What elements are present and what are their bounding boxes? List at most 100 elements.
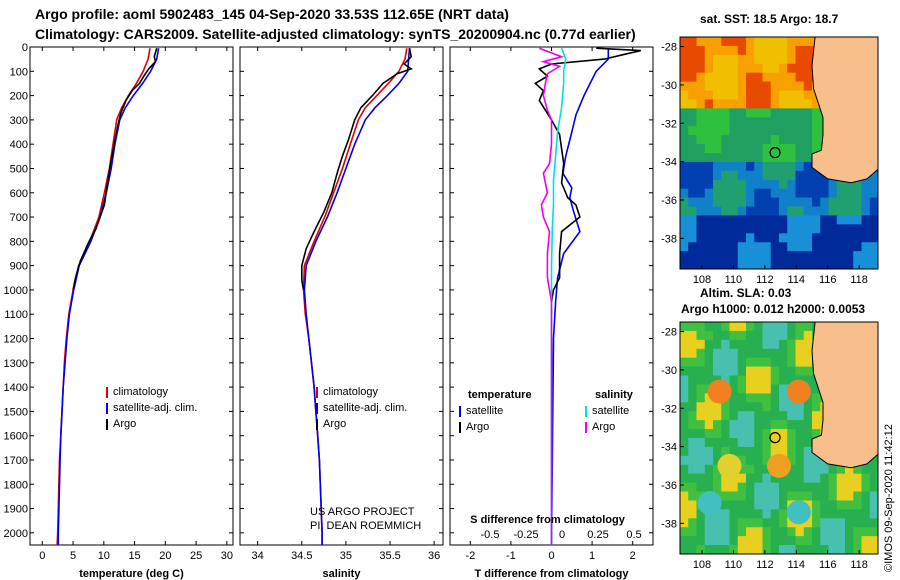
map-field-cell: [770, 384, 780, 394]
map-field-cell: [779, 536, 788, 546]
map-field-cell: [828, 545, 838, 555]
map-field-cell: [680, 135, 689, 145]
x-tick-label: 10: [98, 550, 110, 562]
map-field-cell: [779, 438, 788, 448]
map-field-cell: [729, 37, 739, 47]
map-field-cell: [688, 330, 697, 341]
map-field-cell: [721, 179, 730, 190]
map-field-cell: [729, 135, 739, 145]
map-field-cell: [861, 206, 871, 216]
map-field-cell: [713, 126, 722, 136]
map-field-cell: [696, 420, 706, 430]
map-field-cell: [754, 242, 763, 252]
map-field-cell: [845, 527, 854, 537]
map-field-cell: [704, 215, 714, 225]
map-field-cell: [787, 527, 796, 537]
map-field-cell: [853, 197, 862, 208]
map-field-cell: [721, 126, 730, 136]
map-field-cell: [762, 215, 772, 225]
map-field-cell: [688, 170, 697, 181]
map-field-cell: [812, 251, 821, 261]
map-field-cell: [713, 518, 722, 528]
map-field-cell: [820, 536, 829, 546]
map-field-cell: [836, 188, 846, 199]
map-field-cell: [770, 206, 780, 216]
map-field-cell: [770, 518, 780, 528]
sla-map-title-line1: Altim. SLA: 0.03: [700, 286, 792, 300]
legend-label: satellite: [466, 405, 503, 417]
map-field-cell: [812, 482, 821, 493]
map-field-cell: [680, 402, 689, 412]
map-field-cell: [803, 72, 813, 83]
map-field-cell: [729, 322, 739, 332]
map-field-cell: [770, 446, 780, 457]
map-field-cell: [770, 108, 780, 118]
map-field-cell: [729, 197, 739, 208]
map-field-cell: [803, 215, 813, 225]
map-field-cell: [737, 197, 747, 208]
map-field-cell: [795, 72, 805, 83]
map-field-cell: [795, 411, 805, 421]
map-field-cell: [762, 420, 772, 430]
map-field-cell: [737, 90, 747, 100]
map-field-cell: [704, 260, 714, 270]
map-field-cell: [812, 491, 821, 501]
map-field-cell: [812, 402, 821, 412]
depth-tick-label: 500: [10, 163, 28, 175]
map-field-cell: [688, 233, 697, 243]
map-field-cell: [680, 63, 689, 74]
map-field-cell: [770, 366, 780, 377]
map-field-cell: [861, 242, 871, 252]
map-field-cell: [688, 224, 697, 234]
salinity-difference-tick-label: 0.25: [587, 529, 608, 541]
map-field-cell: [754, 188, 763, 199]
map-field-cell: [729, 384, 739, 394]
map-field-cell: [762, 491, 772, 501]
map-field-cell: [762, 527, 772, 537]
map-field-cell: [812, 509, 821, 519]
map-field-cell: [737, 72, 747, 83]
map-field-cell: [795, 260, 805, 270]
map-field-cell: [737, 357, 747, 368]
map-field-cell: [787, 446, 796, 457]
map-field-cell: [803, 322, 813, 332]
map-field-cell: [680, 153, 689, 163]
depth-tick-label: 1300: [4, 358, 28, 370]
map-field-cell: [803, 473, 813, 484]
map-field-cell: [737, 224, 747, 234]
map-field-cell: [721, 322, 730, 332]
map-field-cell: [704, 170, 714, 181]
map-field-cell: [737, 402, 747, 412]
series-line-temperature-argo: [533, 47, 641, 303]
map-field-cell: [812, 179, 821, 190]
imos-timestamp: ©IMOS 09-Sep-2020 11:42:12: [883, 424, 895, 572]
map-field-cell: [680, 108, 689, 118]
lon-tick-label: 118: [850, 274, 868, 286]
map-field-cell: [754, 500, 763, 510]
map-field-cell: [770, 99, 780, 109]
map-field-cell: [779, 126, 788, 136]
map-field-cell: [754, 455, 763, 466]
map-field-cell: [721, 438, 730, 448]
depth-tick-label: 400: [10, 139, 28, 151]
map-field-cell: [680, 357, 689, 368]
map-field-cell: [680, 438, 689, 448]
map-field-cell: [853, 527, 862, 537]
map-field-cell: [721, 197, 730, 208]
map-field-cell: [713, 545, 722, 555]
map-field-cell: [836, 464, 846, 475]
depth-tick-label: 1700: [4, 455, 28, 467]
map-field-cell: [787, 126, 796, 136]
map-field-cell: [787, 482, 796, 493]
map-field-cell: [762, 473, 772, 484]
map-field-cell: [803, 188, 813, 199]
map-field-cell: [737, 45, 747, 56]
map-field-cell: [704, 54, 714, 65]
map-field-cell: [762, 233, 772, 243]
map-field-cell: [787, 429, 796, 439]
map-field-cell: [803, 224, 813, 234]
map-field-cell: [795, 197, 805, 208]
map-field-cell: [704, 375, 714, 385]
map-field-cell: [688, 446, 697, 457]
